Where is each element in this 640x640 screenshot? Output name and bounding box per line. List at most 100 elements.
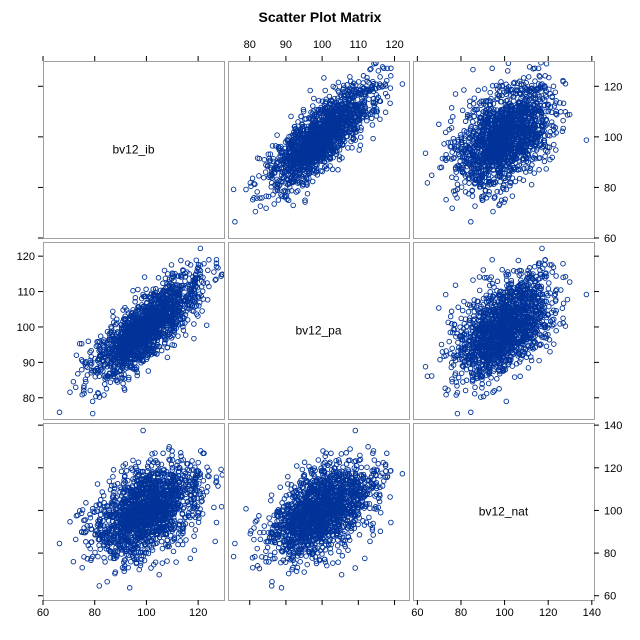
data-point	[355, 87, 362, 93]
data-point	[143, 317, 149, 324]
data-point	[114, 316, 120, 322]
data-point	[333, 108, 340, 115]
data-point	[290, 162, 297, 169]
data-point	[489, 158, 495, 164]
data-point	[523, 93, 530, 100]
data-point	[110, 313, 116, 320]
data-point	[458, 145, 464, 151]
data-point	[487, 178, 493, 185]
data-point	[486, 188, 492, 195]
data-point	[101, 381, 108, 387]
data-point	[460, 169, 466, 175]
data-point	[465, 156, 471, 162]
data-point	[274, 187, 281, 194]
data-point	[522, 103, 528, 109]
data-point	[541, 139, 548, 146]
data-point	[468, 124, 474, 130]
data-point	[516, 175, 523, 182]
data-point	[514, 163, 521, 170]
data-point	[325, 137, 332, 143]
data-point	[524, 119, 530, 126]
data-point	[541, 102, 548, 108]
data-point	[550, 83, 557, 89]
data-point	[479, 172, 485, 178]
data-point	[362, 108, 369, 115]
data-point	[311, 95, 317, 102]
data-point	[502, 196, 508, 203]
data-point	[536, 166, 542, 173]
data-point	[309, 178, 316, 185]
data-point	[296, 172, 303, 178]
data-point	[469, 119, 476, 125]
data-point	[478, 98, 484, 104]
data-point	[366, 96, 372, 102]
data-point	[500, 186, 507, 192]
data-point	[530, 113, 536, 119]
data-point	[497, 178, 503, 185]
data-point	[280, 188, 286, 194]
data-point	[449, 174, 455, 180]
data-point	[559, 128, 566, 135]
data-point	[523, 158, 530, 165]
data-point	[477, 184, 484, 190]
data-point	[288, 113, 294, 120]
data-point	[516, 129, 523, 135]
data-point	[526, 93, 532, 99]
data-point	[302, 199, 308, 205]
data-point	[367, 66, 373, 73]
data-point	[470, 66, 476, 73]
data-point	[521, 109, 527, 116]
data-point	[450, 135, 457, 142]
data-point	[287, 148, 293, 154]
data-point	[308, 132, 315, 138]
data-point	[453, 169, 459, 175]
data-point	[135, 309, 142, 315]
data-point	[232, 219, 238, 225]
data-point	[474, 135, 480, 141]
data-point	[330, 149, 336, 156]
data-point	[191, 298, 197, 305]
data-point	[359, 84, 366, 90]
data-point	[270, 191, 276, 198]
data-point	[513, 87, 520, 94]
data-point	[533, 86, 540, 93]
data-point	[190, 308, 197, 315]
data-point	[353, 119, 360, 125]
data-point	[307, 132, 313, 138]
data-point	[530, 154, 537, 161]
data-point	[452, 187, 459, 194]
data-point	[335, 79, 342, 86]
data-point	[192, 275, 199, 281]
data-point	[470, 129, 476, 135]
data-point	[104, 373, 111, 379]
data-point	[103, 386, 110, 392]
data-point	[309, 145, 315, 151]
data-point	[265, 193, 272, 200]
data-point	[213, 256, 220, 263]
data-point	[379, 84, 385, 90]
data-point	[553, 130, 559, 136]
data-point	[179, 315, 186, 321]
data-point	[326, 129, 333, 135]
data-point	[519, 149, 525, 155]
data-point	[496, 202, 502, 209]
data-point	[536, 105, 542, 111]
data-point	[154, 350, 160, 357]
data-point	[466, 180, 472, 186]
data-point	[187, 302, 193, 308]
data-point	[481, 116, 487, 123]
data-point	[503, 186, 510, 193]
data-point	[330, 154, 336, 161]
data-point	[345, 145, 351, 151]
data-point	[251, 181, 257, 187]
data-point	[452, 91, 459, 97]
data-point	[199, 308, 205, 314]
data-point	[164, 354, 171, 361]
data-point	[304, 129, 310, 135]
data-point	[478, 123, 485, 129]
data-point	[249, 175, 256, 182]
data-point	[504, 162, 510, 169]
data-point	[191, 335, 197, 342]
data-point	[139, 306, 146, 312]
data-point	[331, 131, 338, 137]
